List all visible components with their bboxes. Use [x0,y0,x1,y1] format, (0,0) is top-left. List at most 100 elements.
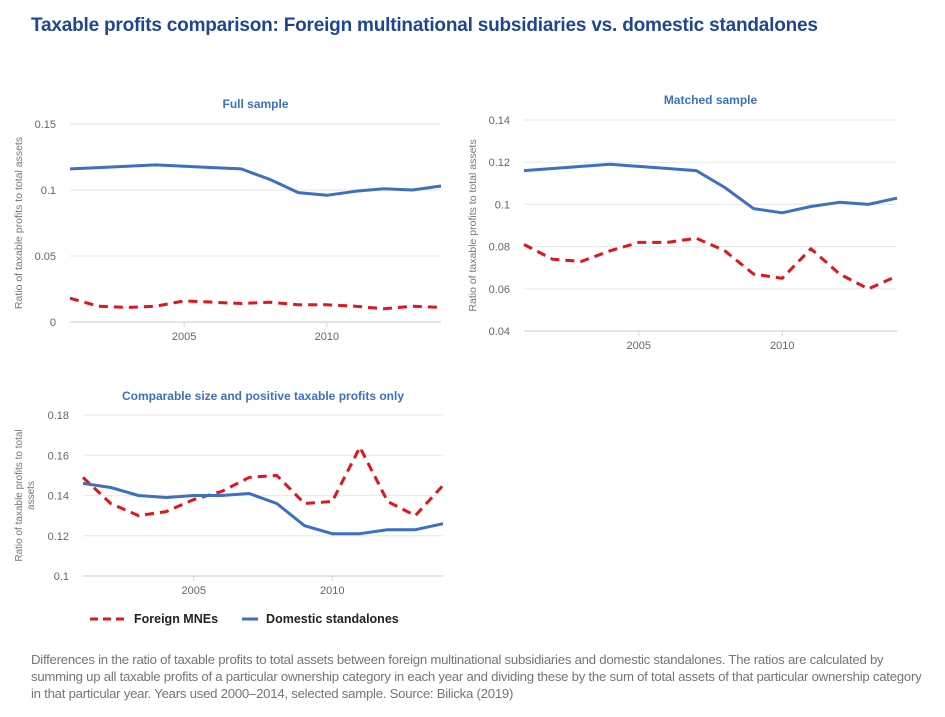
data-point[interactable] [693,235,699,241]
data-point[interactable] [96,165,102,171]
x-tick-label: 2005 [627,340,651,352]
data-point[interactable] [636,239,642,245]
x-tick-label: 2010 [320,585,344,597]
data-point[interactable] [67,295,73,301]
series-line-domestic-standalones[interactable] [82,481,444,536]
legend-label-domestic: Domestic standalones [266,612,399,626]
data-point[interactable] [440,482,446,488]
legend-item-domestic[interactable]: Domestic standalones [242,612,399,626]
data-point[interactable] [238,301,244,307]
data-point[interactable] [329,499,335,505]
data-point[interactable] [521,241,527,247]
y-tick-label: 0.15 [35,119,56,131]
data-point[interactable] [80,480,86,486]
data-point[interactable] [238,166,244,172]
data-point[interactable] [153,303,159,309]
data-point[interactable] [96,303,102,309]
data-point[interactable] [578,258,584,264]
data-point[interactable] [412,513,418,519]
data-point[interactable] [385,499,391,505]
data-point[interactable] [218,493,224,499]
chart-subtitle: Matched sample [664,93,758,107]
data-point[interactable] [550,256,556,262]
data-point[interactable] [837,271,843,277]
y-tick-label: 0.18 [48,410,69,422]
data-point[interactable] [693,168,699,174]
data-point[interactable] [295,302,301,308]
data-point[interactable] [894,273,900,279]
data-point[interactable] [722,248,728,254]
data-point[interactable] [295,190,301,196]
legend-swatch-solid [242,617,259,621]
data-point[interactable] [163,509,169,515]
data-point[interactable] [664,239,670,245]
data-point[interactable] [181,298,187,304]
data-point[interactable] [191,493,197,499]
x-tick-label: 2010 [770,340,794,352]
data-point[interactable] [607,161,613,167]
data-point[interactable] [440,521,446,527]
series-line-domestic-standalones[interactable] [523,162,898,215]
data-point[interactable] [181,163,187,169]
data-point[interactable] [210,299,216,305]
data-point[interactable] [246,490,252,496]
data-point[interactable] [409,303,415,309]
data-point[interactable] [385,527,391,533]
data-point[interactable] [108,484,114,490]
series-line-foreign-mnes[interactable] [69,296,442,311]
data-point[interactable] [808,246,814,252]
data-point[interactable] [324,302,330,308]
data-point[interactable] [124,304,130,310]
data-point[interactable] [153,162,159,168]
data-point[interactable] [865,286,871,292]
data-point[interactable] [578,163,584,169]
data-point[interactable] [124,163,130,169]
data-point[interactable] [329,531,335,537]
data-point[interactable] [808,204,814,210]
series-line-domestic-standalones[interactable] [69,163,442,197]
legend-item-foreign[interactable]: Foreign MNEs [90,612,218,626]
data-point[interactable] [108,501,114,507]
series-line-foreign-mnes[interactable] [81,445,445,518]
data-point[interactable] [67,166,73,172]
data-point[interactable] [357,444,363,450]
data-point[interactable] [894,195,900,201]
data-point[interactable] [357,531,363,537]
data-point[interactable] [381,306,387,312]
data-point[interactable] [267,299,273,305]
data-point[interactable] [751,271,757,277]
data-point[interactable] [865,201,871,207]
data-point[interactable] [381,186,387,192]
data-point[interactable] [607,248,613,254]
x-tick-label: 2005 [172,331,196,343]
data-point[interactable] [324,192,330,198]
data-point[interactable] [163,495,169,501]
data-point[interactable] [664,166,670,172]
data-point[interactable] [636,163,642,169]
series-line-foreign-mnes[interactable] [523,236,898,291]
data-point[interactable] [837,199,843,205]
data-point[interactable] [521,168,527,174]
chart-subtitle: Comparable size and positive taxable pro… [122,389,404,403]
data-point[interactable] [779,210,785,216]
data-point[interactable] [274,501,280,507]
data-point[interactable] [302,501,308,507]
data-point[interactable] [352,303,358,309]
data-point[interactable] [246,474,252,480]
data-point[interactable] [779,275,785,281]
data-point[interactable] [409,187,415,193]
data-point[interactable] [751,206,757,212]
data-point[interactable] [550,166,556,172]
data-point[interactable] [412,527,418,533]
data-point[interactable] [438,304,444,310]
data-point[interactable] [352,188,358,194]
data-point[interactable] [267,176,273,182]
data-point[interactable] [722,185,728,191]
data-point[interactable] [210,165,216,171]
data-point[interactable] [438,183,444,189]
data-point[interactable] [302,523,308,529]
data-point[interactable] [274,472,280,478]
data-point[interactable] [135,513,141,519]
data-point[interactable] [80,474,86,480]
data-point[interactable] [135,493,141,499]
